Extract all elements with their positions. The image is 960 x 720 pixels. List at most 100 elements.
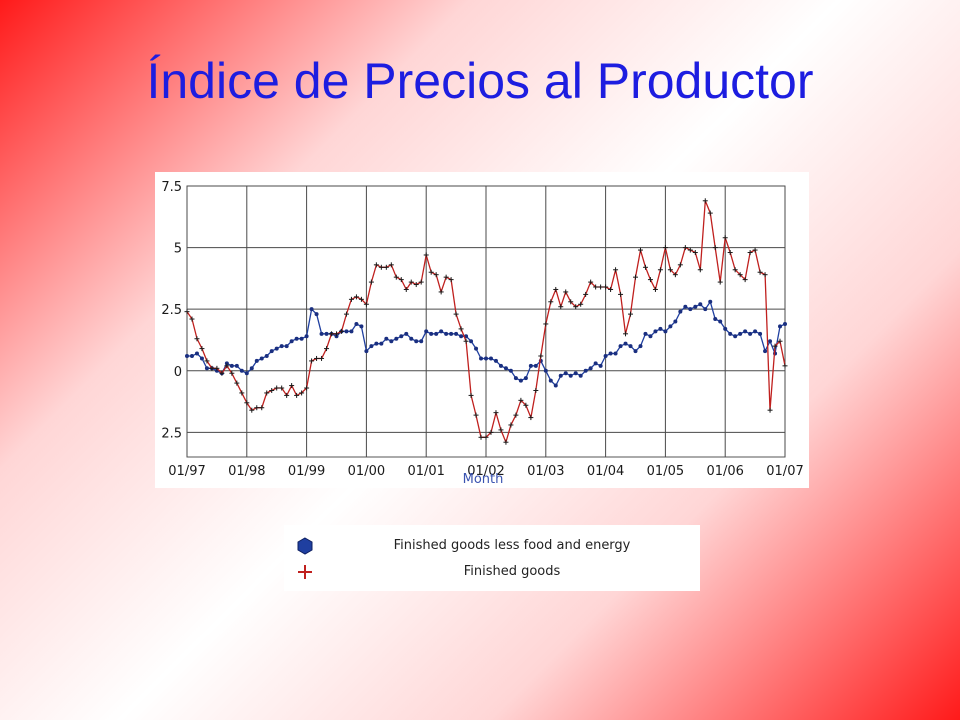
data-point-dot	[733, 334, 738, 339]
data-point-plus	[707, 210, 713, 216]
data-point-plus	[608, 286, 614, 292]
series-finished-goods	[184, 198, 788, 445]
data-point-dot	[628, 344, 633, 349]
data-point-dot	[194, 351, 199, 356]
data-point-plus	[712, 245, 718, 251]
data-point-dot	[728, 331, 733, 336]
data-point-dot	[723, 326, 728, 331]
data-point-plus	[284, 392, 290, 398]
data-point-dot	[593, 361, 598, 366]
data-point-plus	[637, 247, 643, 253]
data-point-plus	[747, 250, 753, 256]
data-point-plus	[657, 267, 663, 273]
data-point-plus	[583, 291, 589, 297]
data-point-dot	[588, 366, 593, 371]
data-point-plus	[782, 363, 788, 369]
data-point-plus	[543, 321, 549, 327]
data-point-plus	[289, 383, 295, 389]
data-point-dot	[454, 331, 459, 336]
data-point-dot	[244, 371, 249, 376]
data-point-plus	[633, 274, 638, 280]
data-point-plus	[692, 250, 698, 256]
data-point-plus	[378, 264, 384, 270]
data-point-dot	[668, 324, 673, 329]
data-point-plus	[428, 269, 434, 275]
data-point-dot	[603, 353, 608, 358]
data-point-plus	[598, 284, 604, 290]
data-point-dot	[279, 344, 284, 349]
data-point-plus	[214, 365, 220, 371]
data-point-plus	[209, 365, 215, 371]
data-point-dot	[583, 368, 588, 373]
data-point-dot	[449, 331, 454, 336]
x-tick-label: 01/02	[467, 464, 504, 479]
data-point-dot	[384, 336, 389, 341]
data-point-dot	[229, 363, 234, 368]
data-point-plus	[533, 387, 539, 393]
data-point-dot	[623, 341, 628, 346]
data-point-plus	[393, 274, 399, 280]
data-point-plus	[368, 279, 374, 285]
data-point-dot	[389, 339, 394, 344]
legend: Finished goods less food and energy Fini…	[284, 525, 700, 591]
data-point-dot	[763, 349, 768, 354]
data-point-plus	[618, 291, 624, 297]
data-point-plus	[588, 279, 594, 285]
data-point-plus	[319, 355, 325, 361]
data-point-plus	[573, 304, 579, 310]
legend-label-core: Finished goods less food and energy	[393, 538, 631, 553]
data-point-dot	[289, 339, 294, 344]
data-point-dot	[573, 371, 578, 376]
data-point-plus	[353, 294, 359, 300]
data-point-dot	[578, 373, 583, 378]
data-point-dot	[264, 353, 269, 358]
data-point-dot	[269, 349, 274, 354]
data-point-dot	[274, 346, 279, 351]
y-tick-label: 5	[174, 242, 182, 257]
data-point-plus	[423, 252, 429, 258]
data-point-plus	[299, 390, 305, 396]
data-point-plus	[264, 390, 270, 396]
data-point-dot	[543, 368, 548, 373]
data-point-plus	[628, 311, 634, 317]
data-point-plus	[647, 277, 653, 283]
data-point-plus	[568, 299, 574, 305]
data-point-dot	[319, 331, 324, 336]
data-point-dot	[439, 329, 444, 334]
data-point-plus	[478, 434, 484, 440]
data-point-dot	[419, 339, 424, 344]
data-point-plus	[448, 277, 454, 283]
data-point-plus	[438, 289, 444, 295]
data-point-dot	[364, 349, 369, 354]
data-point-plus	[433, 272, 439, 278]
x-tick-label: 01/00	[348, 464, 385, 479]
data-point-plus	[737, 272, 743, 278]
data-point-dot	[618, 344, 623, 349]
data-point-dot	[399, 334, 404, 339]
data-point-plus	[274, 385, 280, 391]
data-point-plus	[189, 316, 195, 322]
data-point-plus	[418, 279, 424, 285]
data-point-dot	[254, 358, 259, 363]
data-point-plus	[363, 301, 369, 307]
data-point-plus	[732, 267, 738, 273]
data-point-plus	[697, 267, 703, 273]
data-point-dot	[474, 346, 479, 351]
data-point-plus	[458, 326, 464, 332]
y-tick-label: 7.5	[161, 180, 182, 195]
data-point-dot	[479, 356, 484, 361]
data-point-plus	[548, 299, 554, 305]
data-point-plus	[314, 355, 320, 361]
data-point-plus	[329, 331, 335, 337]
data-point-plus	[757, 269, 763, 275]
data-point-dot	[743, 329, 748, 334]
data-point-dot	[459, 334, 464, 339]
data-point-dot	[349, 329, 354, 334]
data-point-plus	[518, 397, 524, 403]
data-point-dot	[324, 331, 329, 336]
data-point-dot	[558, 373, 563, 378]
data-point-dot	[698, 302, 703, 307]
data-point-plus	[762, 272, 768, 278]
data-point-dot	[778, 324, 783, 329]
x-tick-label: 01/05	[647, 464, 684, 479]
